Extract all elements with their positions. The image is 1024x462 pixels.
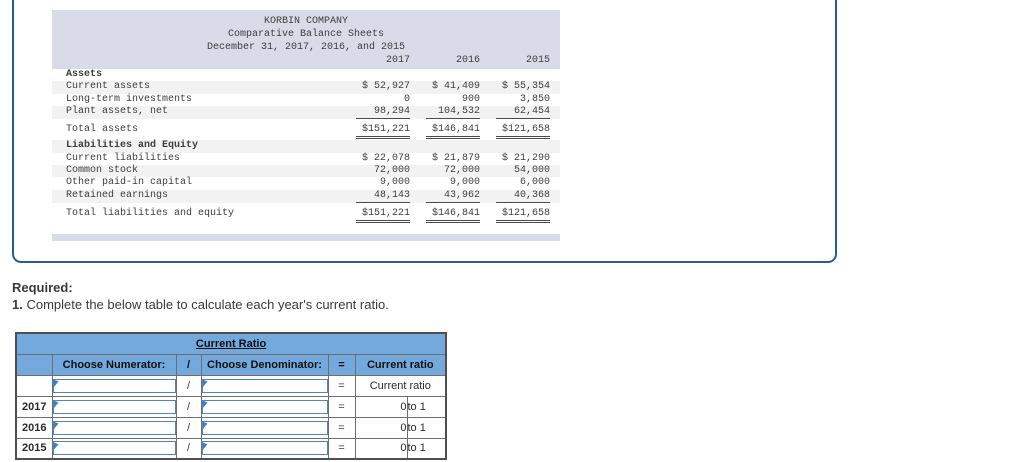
numerator-cell-2017 [51,395,177,418]
numerator-select-2016[interactable] [52,420,176,435]
ratio-value-2017: 0 [354,395,408,418]
header-current-ratio: Current ratio [354,353,447,376]
header-equals: = [327,353,356,376]
table-row: Current liabilities $ 22,078 $ 21,879 $ … [66,152,550,164]
equals-cell: = [327,374,356,397]
question-panel: KORBIN COMPANY Comparative Balance Sheet… [12,0,837,263]
dropdown-marker-icon [53,379,59,388]
denominator-select-2015[interactable] [201,441,328,456]
equals-cell: = [327,416,356,439]
balance-sheet-header: KORBIN COMPANY Comparative Balance Sheet… [52,10,560,69]
table-row: Retained earnings 48,143 43,962 40,368 [52,189,560,203]
year-cell-2016: 2016 [15,416,53,439]
denominator-select-2016[interactable] [201,420,328,435]
numerator-select[interactable] [52,378,176,393]
slash-cell: / [175,437,202,460]
required-item-number: 1. [12,297,23,312]
table-row: Plant assets, net 98,294 104,532 62,454 [52,105,560,120]
denominator-cell-2016 [200,416,329,439]
required-heading: Required: [12,280,73,295]
denominator-select[interactable] [201,378,328,393]
dropdown-marker-icon [202,400,208,409]
required-section: Required: 1. Complete the below table to… [12,279,389,313]
table-row: Long-term investments 0 900 3,850 [66,93,550,105]
ratio-row-2017: 2017 / = 0 to 1 [15,395,447,418]
numerator-cell-2015 [51,437,177,460]
numerator-cell-2016 [51,416,177,439]
year-2017-header: 2017 [385,55,410,66]
equals-cell: = [327,395,356,418]
ratio-suffix-2017: to 1 [406,395,447,418]
current-ratio-table-wrap: Current Ratio Choose Numerator: / Choose… [15,332,448,460]
equals-cell: = [327,437,356,460]
slash-cell: / [175,395,202,418]
ratio-result-label: Current ratio [354,374,447,397]
statement-dates: December 31, 2017, 2016, and 2015 [206,42,406,53]
year-cell-2015: 2015 [15,437,53,460]
table-row: Other paid-in capital 9,000 9,000 6,000 [66,177,550,189]
numerator-cell-label-row [51,374,177,397]
year-cell-2017: 2017 [15,395,53,418]
section-header-liabilities-equity: Liabilities and Equity [52,140,560,153]
denominator-cell-2015 [200,437,329,460]
numerator-select-2017[interactable] [52,399,176,414]
dropdown-marker-icon [53,400,59,409]
year-cell-blank [15,374,53,397]
header-numerator: Choose Numerator: [51,353,177,376]
table-row: Common stock 72,000 72,000 54,000 [52,165,560,178]
numerator-select-2015[interactable] [52,441,176,456]
slash-cell: / [175,416,202,439]
ratio-value-2016: 0 [354,416,408,439]
statement-title: Comparative Balance Sheets [227,29,385,40]
total-liabilities-equity-row: Total liabilities and equity $151,221 $1… [52,207,560,224]
header-denominator: Choose Denominator: [200,353,329,376]
year-header-row: 2017 2016 2015 [52,54,560,67]
ratio-suffix-2015: to 1 [406,437,447,460]
company-name: KORBIN COMPANY [263,16,348,27]
total-assets-row: Total assets $151,221 $146,841 $121,658 [52,123,560,140]
dropdown-marker-icon [202,379,208,388]
denominator-cell-2017 [200,395,329,418]
balance-sheet: KORBIN COMPANY Comparative Balance Sheet… [52,10,560,242]
required-item-text: Complete the below table to calculate ea… [22,297,389,312]
ratio-header-row: Choose Numerator: / Choose Denominator: … [15,353,447,376]
year-2015-header: 2015 [525,55,550,66]
slash-cell: / [175,374,202,397]
required-item: 1. Complete the below table to calculate… [12,296,389,313]
year-2016-header: 2016 [455,55,480,66]
ratio-label-row: / = Current ratio [15,374,447,397]
section-header-assets: Assets [66,69,103,80]
header-slash: / [175,353,202,376]
dropdown-marker-icon [202,442,208,451]
ratio-suffix-2016: to 1 [406,416,447,439]
ratio-row-2016: 2016 / = 0 to 1 [15,416,447,439]
denominator-cell-label-row [200,374,329,397]
dropdown-marker-icon [202,421,208,430]
ratio-row-2015: 2015 / = 0 to 1 [15,437,447,460]
ratio-title-row: Current Ratio [15,332,447,355]
denominator-select-2017[interactable] [201,399,328,414]
header-year-blank [15,353,53,376]
balance-sheet-footer-bar [52,234,560,242]
current-ratio-table: Current Ratio Choose Numerator: / Choose… [15,332,448,460]
ratio-value-2015: 0 [354,437,408,460]
dropdown-marker-icon [53,421,59,430]
dropdown-marker-icon [53,442,59,451]
table-row: Current assets $ 52,927 $ 41,409 $ 55,35… [52,81,560,94]
ratio-table-title: Current Ratio [15,332,447,355]
